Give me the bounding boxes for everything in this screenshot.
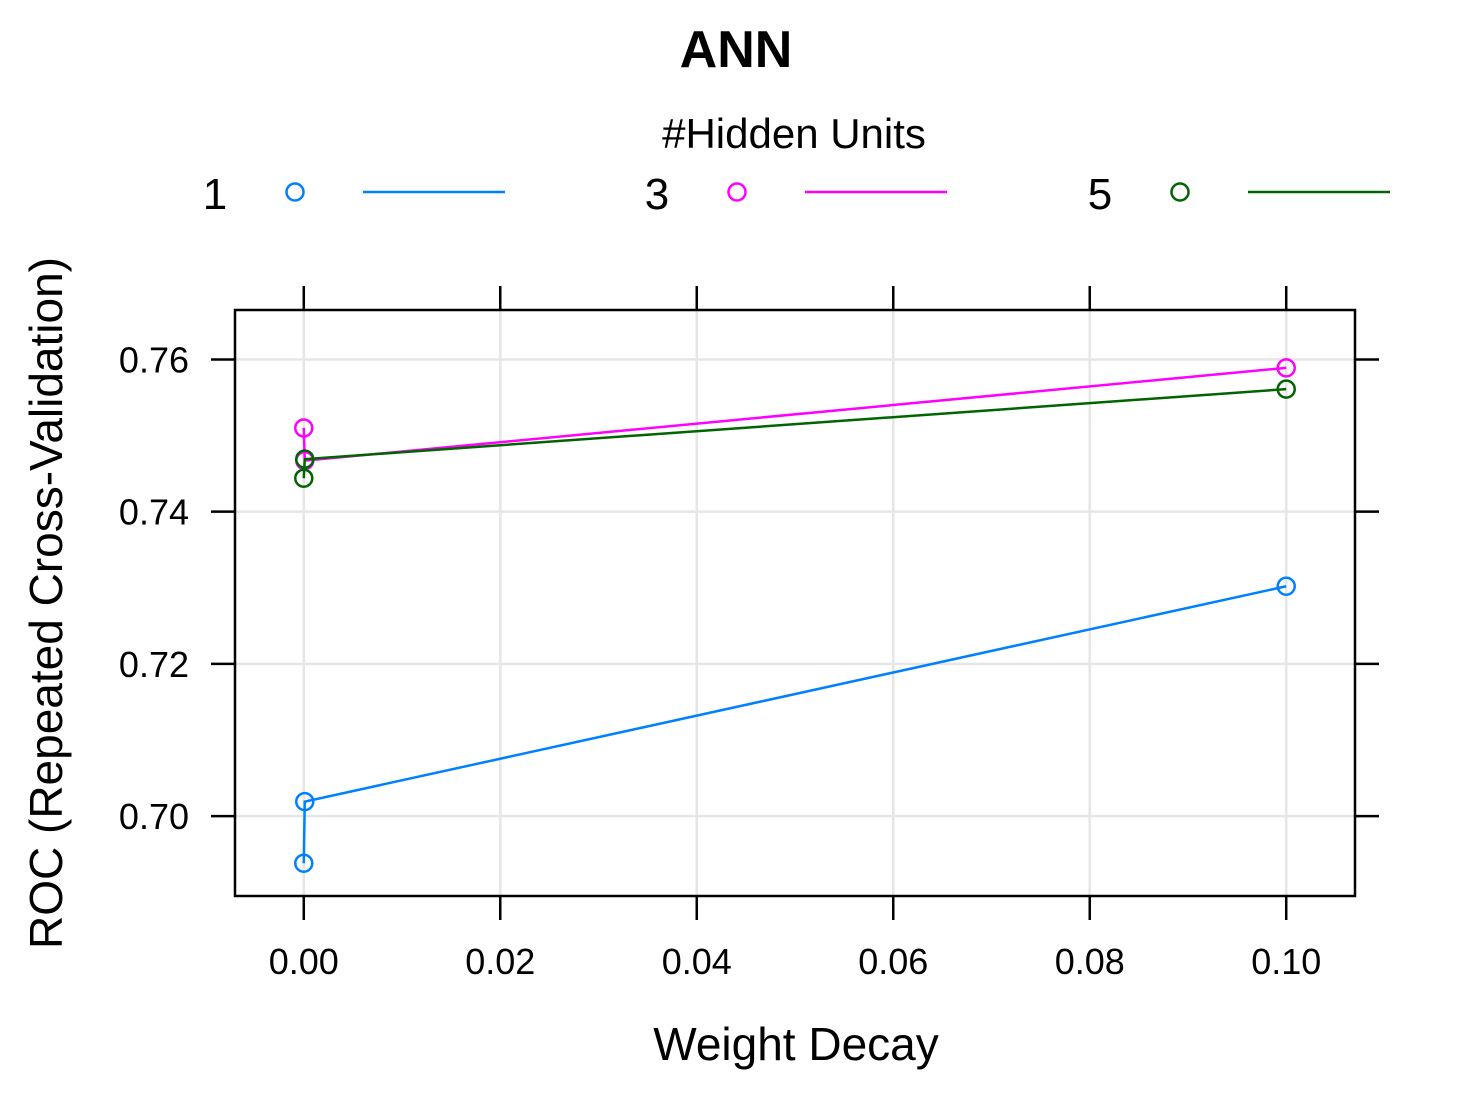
series-line-1 — [302, 585, 1287, 864]
data-point — [294, 853, 314, 874]
gridlines — [235, 310, 1355, 896]
x-axis-label: Weight Decay — [653, 1018, 939, 1070]
legend-entry-5: 5 — [1088, 170, 1390, 219]
series-layer — [294, 358, 1296, 874]
series-line-5 — [302, 387, 1287, 479]
legend-label: 5 — [1088, 170, 1112, 219]
legend-label: 3 — [645, 170, 669, 219]
series-3 — [294, 358, 1296, 471]
x-tick-label: 0.08 — [1055, 941, 1125, 982]
chart-title: ANN — [680, 21, 793, 79]
legend-point-marker — [727, 182, 747, 202]
legend-entry-1: 1 — [203, 170, 505, 219]
series-1 — [294, 576, 1296, 874]
x-tick-label: 0.06 — [858, 941, 928, 982]
axis-ticks: 0.00 0.02 0.04 0.06 0.08 0.10 0.70 0.72 0.74 0.76 — [119, 286, 1379, 982]
data-point — [294, 468, 314, 488]
x-tick-label: 0.02 — [465, 941, 535, 982]
data-point — [1276, 379, 1296, 399]
data-point — [294, 418, 314, 438]
x-tick-label: 0.10 — [1251, 941, 1321, 982]
y-tick-label: 0.74 — [119, 492, 189, 533]
data-point — [295, 449, 315, 469]
y-tick-label: 0.76 — [119, 339, 189, 380]
y-tick-label: 0.72 — [119, 644, 189, 685]
legend-entry-3: 3 — [645, 170, 947, 219]
y-tick-label: 0.70 — [119, 796, 189, 837]
y-axis-label: ROC (Repeated Cross-Validation) — [20, 257, 72, 949]
series-line-3 — [302, 366, 1287, 463]
legend-point-marker — [1170, 182, 1190, 202]
data-point — [1276, 358, 1296, 378]
legend-label: 1 — [203, 170, 227, 219]
plot-frame — [233, 308, 1357, 898]
legend: 1 3 5 — [203, 170, 1390, 219]
legend-point-marker — [285, 182, 305, 202]
x-tick-label: 0.04 — [662, 941, 732, 982]
data-point — [1276, 576, 1296, 597]
data-point — [295, 791, 315, 812]
legend-title: #Hidden Units — [662, 110, 926, 157]
series-5 — [294, 379, 1296, 488]
x-tick-label: 0.00 — [269, 941, 339, 982]
